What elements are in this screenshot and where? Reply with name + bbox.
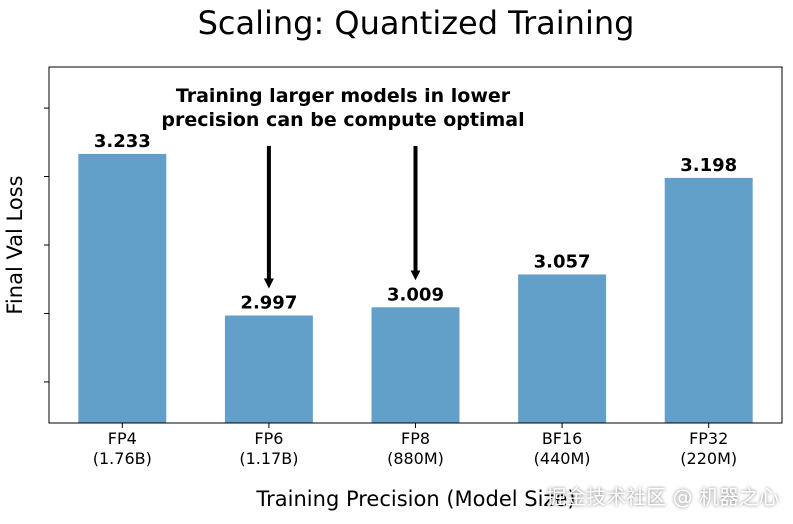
x-tick-label: BF16 (440M) <box>534 429 591 468</box>
bar <box>78 153 167 423</box>
x-tick-label: FP32 (220M) <box>680 429 737 468</box>
x-tick-label: FP6 (1.17B) <box>239 429 298 468</box>
bar <box>518 274 607 423</box>
bar <box>224 315 313 423</box>
bar-value-label: 3.233 <box>94 131 151 152</box>
plot-area: 3.233 2.997 3.009 3.057 3.198 FP4 (1.76B) FP6 (1… <box>44 66 783 468</box>
y-axis-label: Final Val Loss <box>3 175 27 314</box>
x-tick-label: FP8 (880M) <box>387 429 444 468</box>
annotation: Training larger models in lower precision… <box>161 85 525 289</box>
bar <box>664 177 753 423</box>
x-axis-label: Training Precision (Model Size) <box>255 487 575 511</box>
annotation-text: Training larger models in lower precision… <box>161 85 524 131</box>
bar-value-label: 2.997 <box>240 293 297 314</box>
watermark: 掘金技术社区 @ 机器之心 <box>546 485 779 509</box>
x-tick-label: FP4 (1.76B) <box>93 429 152 468</box>
bar-value-label: 3.057 <box>534 251 591 272</box>
chart-title: Scaling: Quantized Training <box>198 4 635 42</box>
bar-value-label: 3.009 <box>387 284 444 305</box>
bar <box>371 307 460 423</box>
bar-value-label: 3.198 <box>680 155 737 176</box>
